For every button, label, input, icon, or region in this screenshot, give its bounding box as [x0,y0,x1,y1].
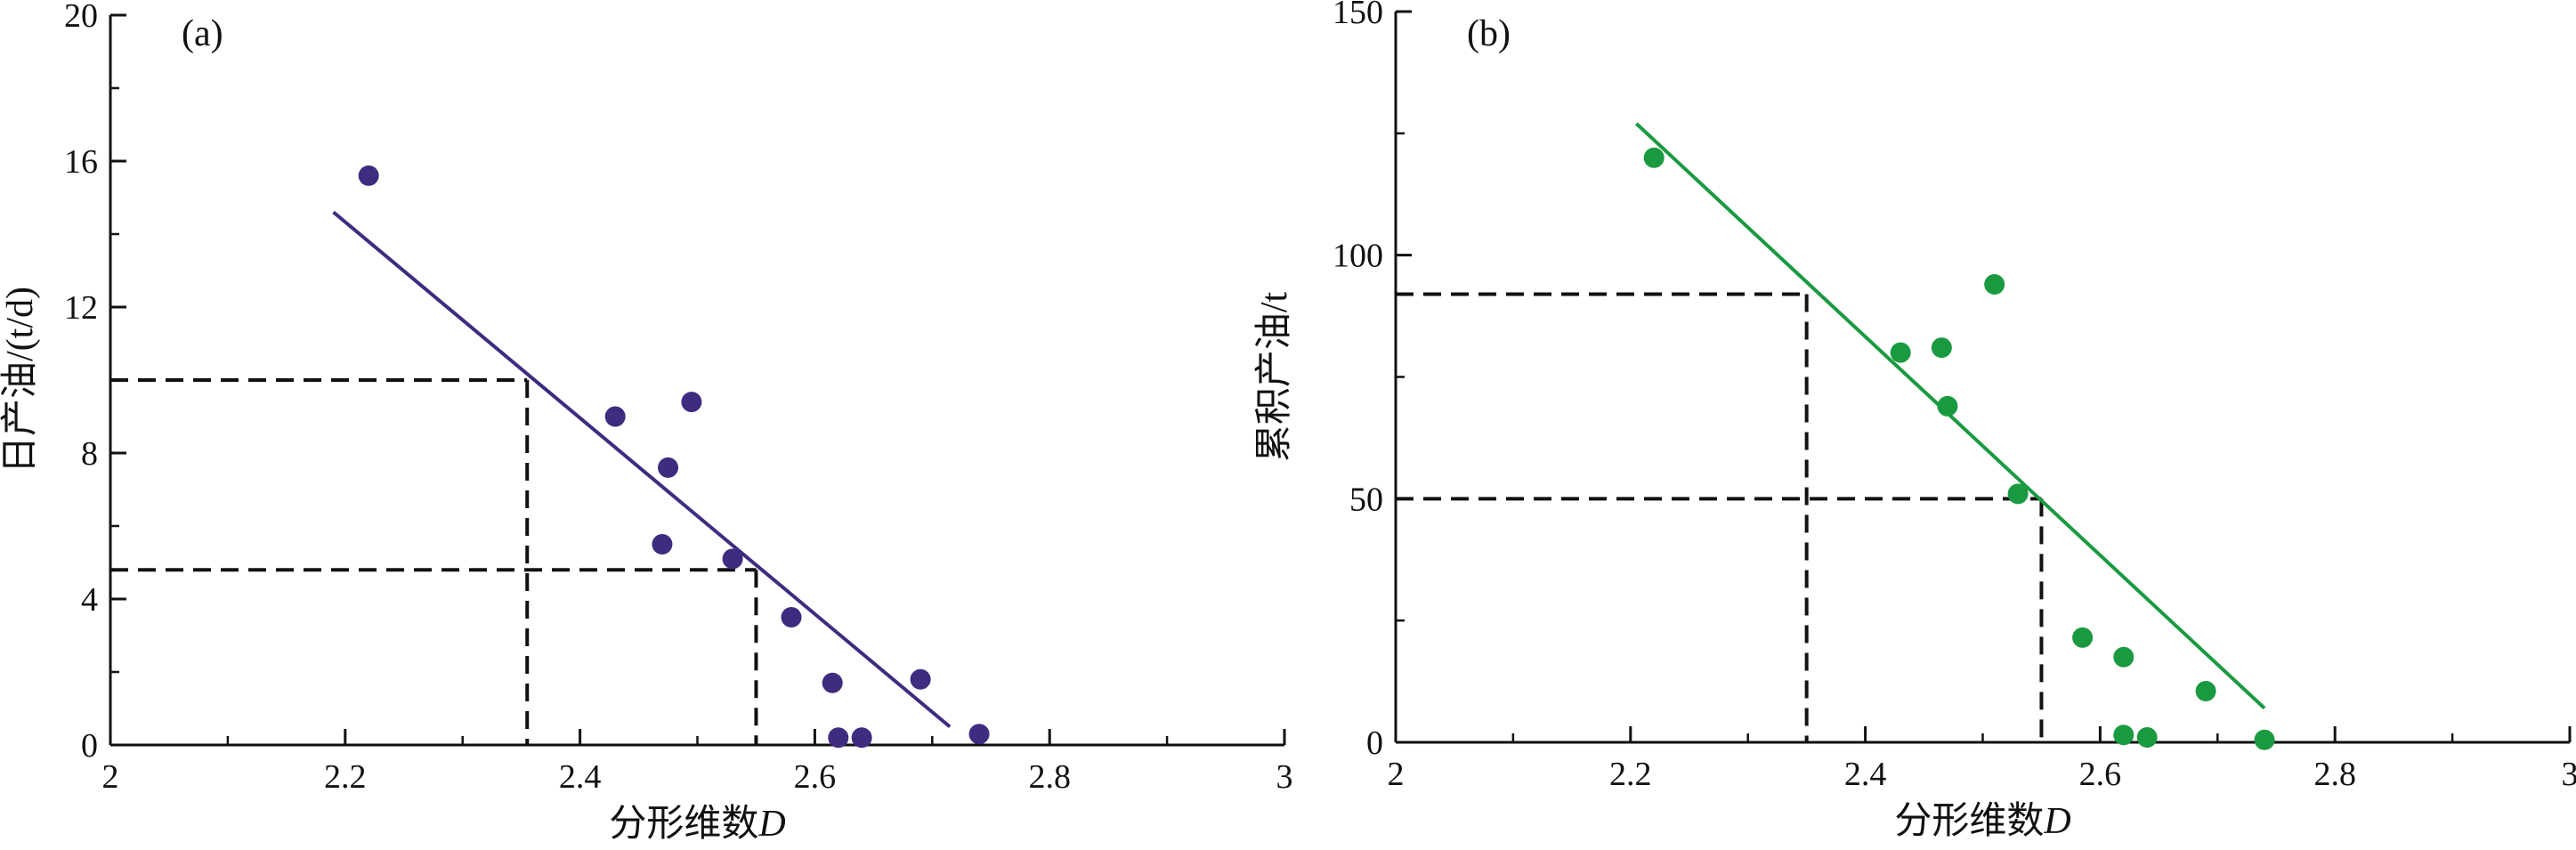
panel-b-label: (b) [1467,13,1511,54]
panel-b-x-tick-label: 2.8 [2313,756,2356,793]
panel-b-data-point [1931,337,1952,359]
panel-a-y-tick-label: 8 [81,435,98,473]
panel-a-data-point [910,668,931,690]
panel-a-data-point [822,672,843,693]
panel-a-label: (a) [182,13,223,54]
panel-a-x-tick-label: 2.4 [559,758,602,796]
panel-a-data-point [828,727,849,749]
panel-b-data-point [2254,729,2275,750]
panel-a-data-point [968,724,990,745]
panel-b-x-axis-title-variable: D [2043,801,2070,842]
panel-a-y-tick-label: 4 [81,581,98,619]
panel-b-data-point [2007,483,2029,505]
panel-b-data-point [2195,681,2216,702]
panel-a-data-point [722,548,743,570]
panel-b-y-tick-label: 100 [1333,238,1383,275]
panel-b-x-axis-title: 分形维数D [1894,801,2070,842]
panel-b-y-axis-title: 累积产油/t [1254,292,1295,463]
panel-b-data-point [1890,342,1911,363]
panel-b-y-tick-label: 0 [1366,725,1383,762]
panel-a-data-point [358,165,379,186]
panel-a-data-point [652,534,673,555]
panel-b-data-point [2113,725,2135,746]
panel-a-x-axis-title: 分形维数D [609,804,785,845]
panel-b-x-tick-label: 2.4 [1844,756,1887,793]
panel-b-data-point [2136,727,2158,749]
panel-b-data-point [1643,147,1665,168]
panel-b-x-tick-label: 2 [1388,756,1405,793]
panel-a-y-tick-label: 0 [81,727,98,765]
panel-a-x-tick-label: 3 [1276,758,1293,796]
panel-b-x-tick-label: 2.6 [2079,756,2122,793]
panel-a-data-point [658,457,679,478]
panel-b-data-point [2072,627,2094,648]
panel-a-x-tick-label: 2.8 [1028,758,1071,796]
panel-a-y-tick-label: 20 [64,0,98,35]
panel-a-x-tick-label: 2.6 [794,758,837,796]
panel-a-data-point [604,406,626,427]
panel-a-data-point [681,392,702,413]
panel-b-x-tick-label: 2.2 [1609,756,1652,793]
panel-a-y-tick-label: 12 [64,289,98,327]
panel-b-data-point [2113,646,2135,668]
panel-b-y-tick-label: 50 [1349,481,1383,518]
panel-b-x-axis-title-text: 分形维数 [1894,801,2044,842]
panel-b-x-tick-label: 3 [2562,756,2576,793]
panel-a-y-axis-title: 日产油/(t/d) [0,287,41,474]
panel-b-data-point [1984,274,2005,295]
panel-a-x-axis-title-text: 分形维数 [609,804,758,845]
panel-a-data-point [851,727,872,749]
panel-a-x-tick-label: 2 [102,758,119,796]
panel-a-y-tick-label: 16 [64,143,98,181]
panel-a-x-axis-title-variable: D [757,804,785,845]
panel-a-x-tick-label: 2.2 [324,758,367,796]
panel-b-data-point [1937,395,1958,417]
panel-a-data-point [781,607,802,627]
panel-b-y-tick-label: 150 [1333,0,1383,31]
panel-a-fit-line [332,210,952,729]
